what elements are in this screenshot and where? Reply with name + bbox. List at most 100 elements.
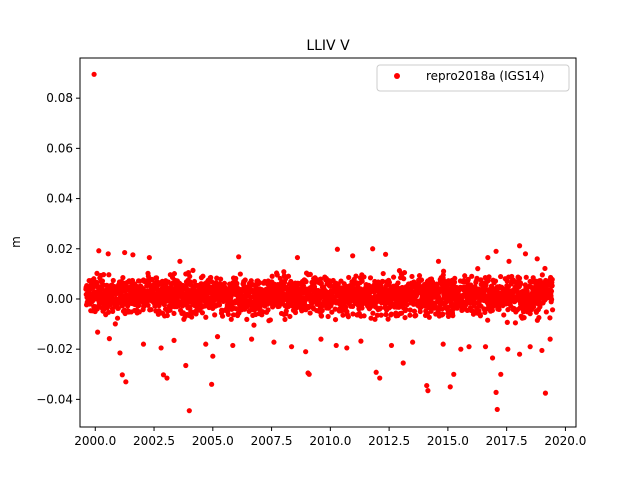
data-point <box>521 315 527 321</box>
data-point <box>318 313 325 319</box>
data-point <box>184 282 190 288</box>
data-point <box>288 344 295 350</box>
data-point <box>504 319 510 325</box>
data-point <box>493 389 499 395</box>
data-point <box>334 246 340 252</box>
data-point <box>100 272 107 278</box>
data-point <box>210 353 216 359</box>
data-point <box>401 276 407 282</box>
data-point <box>106 336 112 342</box>
data-point <box>164 375 170 381</box>
data-point <box>306 371 312 377</box>
data-point <box>332 316 339 323</box>
data-point <box>549 296 555 303</box>
data-point <box>367 275 374 281</box>
data-point <box>95 329 101 335</box>
data-point <box>189 314 195 320</box>
data-point <box>380 270 386 277</box>
data-point <box>377 375 383 381</box>
data-point <box>350 253 356 259</box>
data-point <box>498 273 504 280</box>
data-point <box>516 243 523 249</box>
data-point <box>409 273 415 280</box>
data-point <box>256 280 263 286</box>
data-point <box>416 273 423 279</box>
data-point <box>171 310 177 317</box>
data-point <box>318 280 324 286</box>
data-point <box>237 271 243 277</box>
x-tick-label: 2017.5 <box>486 434 528 448</box>
legend: repro2018a (IGS14) <box>376 64 570 92</box>
data-point <box>303 349 309 355</box>
data-point <box>115 305 121 311</box>
data-point <box>160 372 167 378</box>
data-point <box>501 312 507 318</box>
data-point <box>382 251 389 257</box>
data-point <box>145 302 151 308</box>
y-tick-label: 0.04 <box>46 192 73 206</box>
data-point <box>399 310 405 316</box>
data-point <box>287 313 293 320</box>
data-point <box>222 284 228 291</box>
data-point <box>404 301 410 308</box>
data-point <box>167 307 173 313</box>
data-point <box>383 311 389 318</box>
data-point <box>343 304 349 310</box>
data-point <box>219 313 226 319</box>
data-point <box>306 304 312 311</box>
data-point <box>426 314 432 320</box>
data-point <box>146 254 152 261</box>
data-point <box>294 284 300 290</box>
data-point <box>390 274 397 280</box>
data-point <box>91 71 97 77</box>
data-point <box>303 279 309 285</box>
data-point <box>332 306 338 312</box>
data-point <box>474 275 480 281</box>
data-point <box>130 252 136 258</box>
data-points-layer <box>83 71 556 414</box>
data-point <box>233 275 239 282</box>
data-point <box>485 254 491 261</box>
data-point <box>248 278 254 284</box>
data-point <box>203 314 209 320</box>
data-point <box>374 312 380 318</box>
data-point <box>506 258 512 264</box>
data-point <box>402 314 408 321</box>
data-point <box>281 269 287 275</box>
data-point <box>411 308 418 314</box>
data-point <box>531 304 537 310</box>
data-point <box>440 341 446 347</box>
data-point <box>221 280 228 286</box>
data-point <box>344 345 350 351</box>
data-point <box>492 278 499 284</box>
data-point <box>452 275 458 281</box>
data-point <box>482 344 489 350</box>
data-point <box>505 307 511 313</box>
data-point <box>549 276 555 283</box>
data-point <box>319 307 325 314</box>
data-point <box>494 406 500 413</box>
legend-box <box>376 64 570 92</box>
data-point <box>485 317 491 323</box>
data-point <box>171 337 177 343</box>
data-point <box>418 277 425 283</box>
data-point <box>307 310 313 316</box>
data-point <box>271 339 277 345</box>
data-point <box>230 312 237 318</box>
data-point <box>346 274 352 281</box>
data-point <box>505 346 511 352</box>
data-point <box>407 312 413 318</box>
y-tick-label: 0.08 <box>46 91 73 105</box>
data-point <box>208 274 214 281</box>
data-point <box>187 273 193 279</box>
data-point <box>372 316 378 322</box>
data-point <box>260 309 266 315</box>
data-point <box>465 276 471 282</box>
data-point <box>274 272 280 278</box>
data-point <box>486 274 492 280</box>
data-point <box>469 273 475 279</box>
data-point <box>209 279 215 285</box>
x-tick-label: 2002.5 <box>133 434 175 448</box>
data-point <box>140 341 147 347</box>
